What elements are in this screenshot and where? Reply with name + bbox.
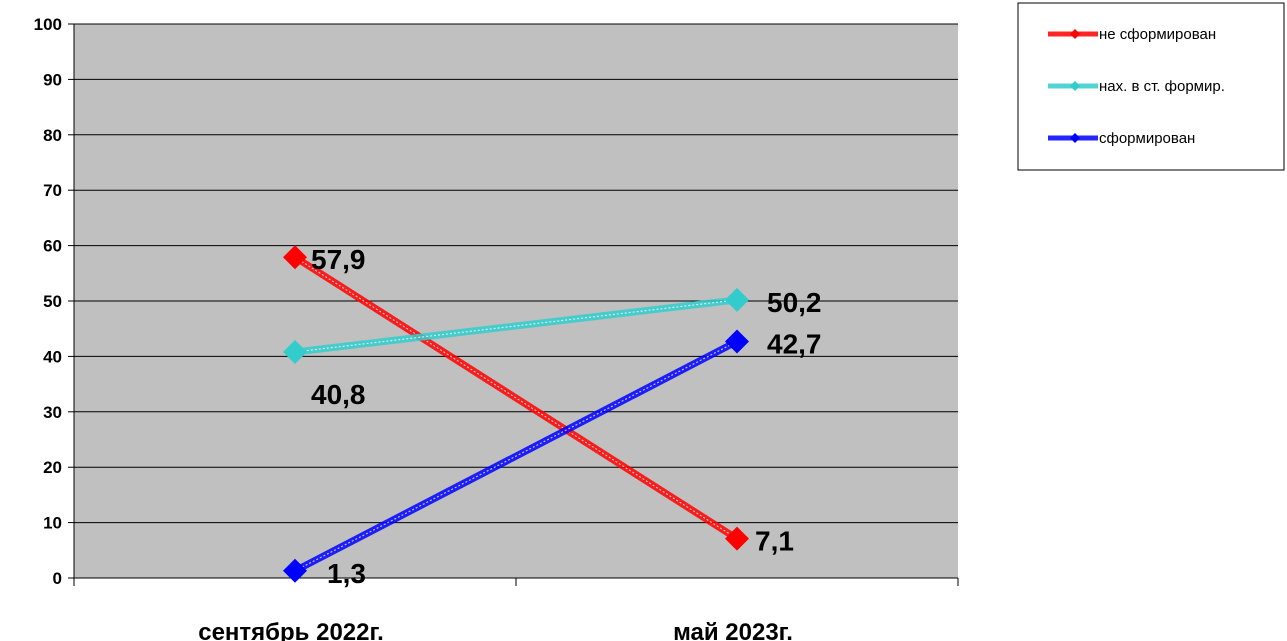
legend-marker <box>1070 29 1080 39</box>
data-labels: 57,9 7,1 40,8 50,2 1,3 42,7 <box>311 244 822 589</box>
y-tick-label: 90 <box>43 70 62 89</box>
series-marker <box>725 287 749 312</box>
data-label: 57,9 <box>311 244 366 275</box>
series-line-pattern <box>294 340 738 572</box>
y-tick-label: 70 <box>43 181 62 200</box>
y-tick-label: 60 <box>43 237 62 256</box>
x-category-label: сентябрь 2022г. <box>198 619 384 641</box>
axes <box>68 23 959 586</box>
legend-label: сформирован <box>1099 130 1195 147</box>
data-label: 40,8 <box>311 379 366 410</box>
y-tick-label: 0 <box>53 569 62 588</box>
series-marker <box>725 329 749 354</box>
x-axis-category-labels: сентябрь 2022г. май 2023г. <box>198 619 793 641</box>
data-label: 7,1 <box>755 526 794 557</box>
series-marker <box>283 558 307 583</box>
legend-marker <box>1070 133 1080 143</box>
y-tick-label: 50 <box>43 292 62 311</box>
legend-marker <box>1070 81 1080 91</box>
y-tick-label: 100 <box>34 15 62 34</box>
x-category-label: май 2023г. <box>673 619 793 641</box>
y-tick-label: 40 <box>43 347 62 366</box>
y-tick-label: 10 <box>43 514 62 533</box>
y-tick-label: 30 <box>43 403 62 422</box>
legend-label: нах. в ст. формир. <box>1099 78 1225 95</box>
series-lines <box>293 254 739 574</box>
gridlines <box>74 23 958 524</box>
legend-label: не сформирован <box>1099 26 1216 43</box>
series-markers <box>283 245 749 583</box>
series-marker <box>725 526 749 551</box>
y-axis-tick-labels: 0 10 20 30 40 50 60 70 80 90 100 <box>34 15 62 588</box>
y-tick-label: 20 <box>43 458 62 477</box>
data-label: 1,3 <box>327 558 366 589</box>
legend: не сформирован нах. в ст. формир. сформиро… <box>1017 2 1285 171</box>
data-label: 42,7 <box>767 328 822 359</box>
series-marker <box>283 339 307 364</box>
series-marker <box>283 245 307 270</box>
y-tick-label: 80 <box>43 126 62 145</box>
series-line <box>294 296 738 356</box>
data-label: 50,2 <box>767 287 822 318</box>
series-line-pattern <box>294 256 738 540</box>
